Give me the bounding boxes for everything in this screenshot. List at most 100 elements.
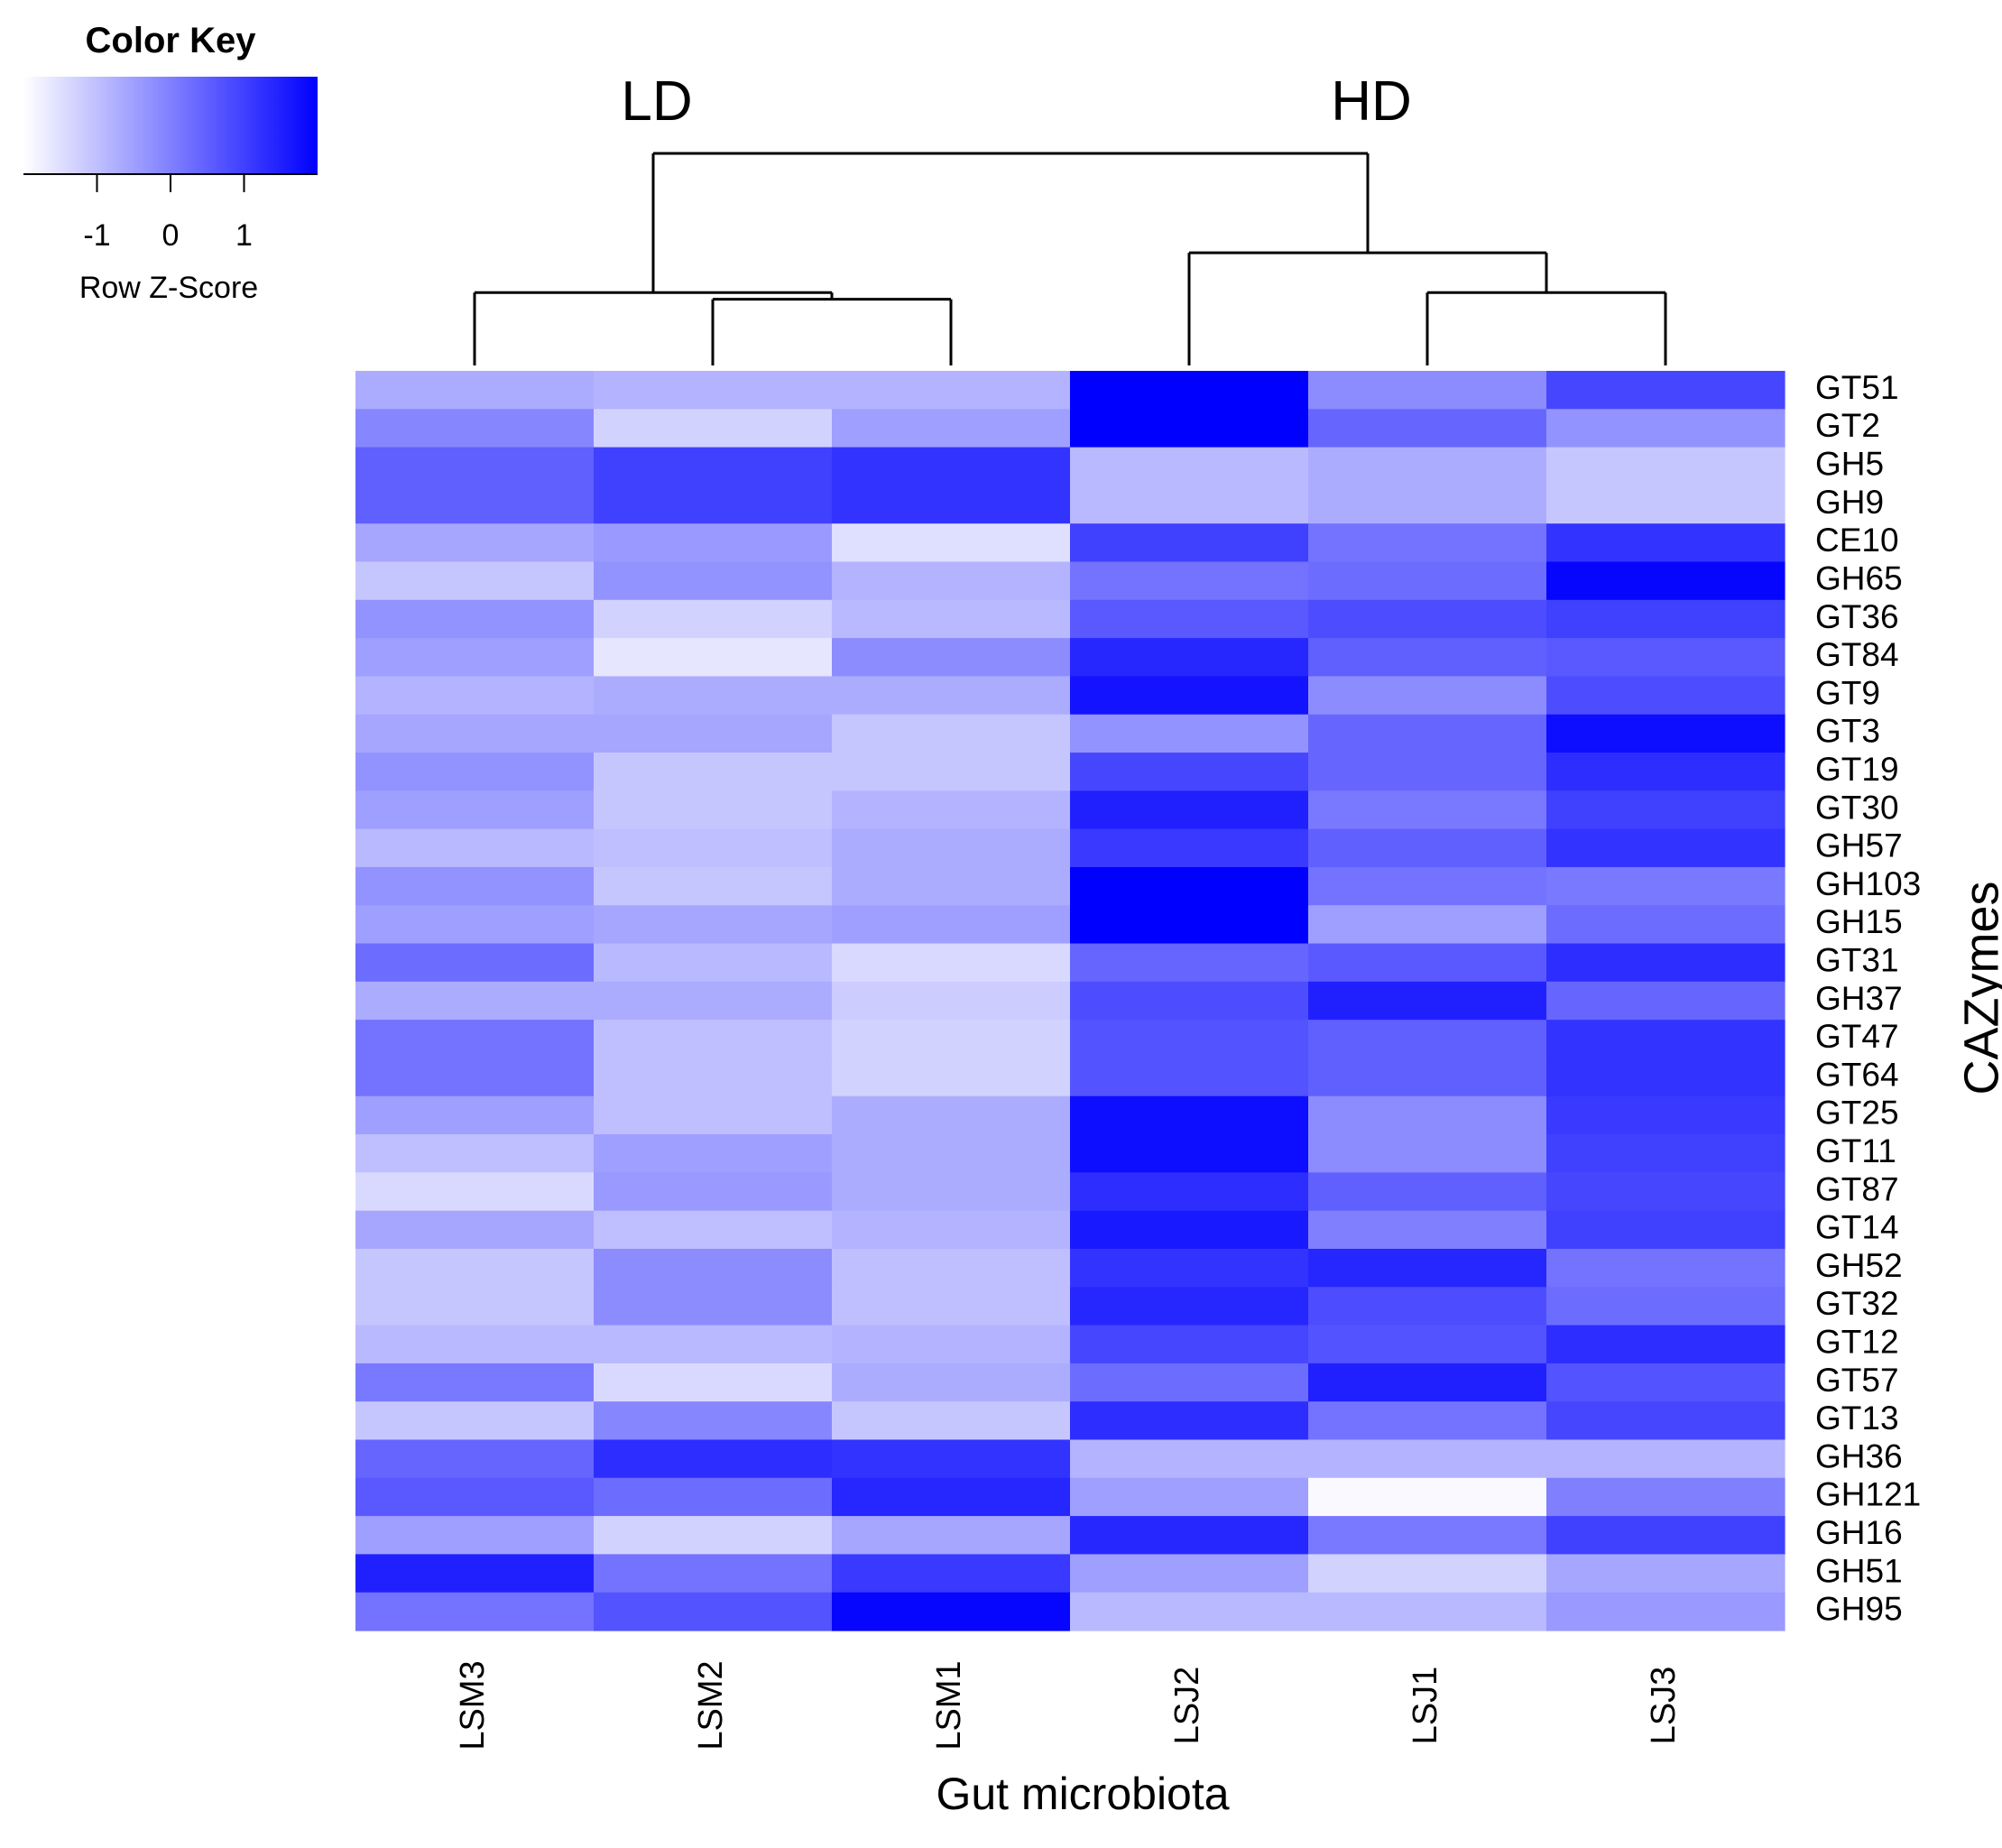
heatmap-cell (355, 1248, 595, 1288)
heatmap-cell (594, 1210, 833, 1250)
heatmap-cell (832, 1134, 1071, 1173)
heatmap-cell (1070, 828, 1309, 868)
row-label: GT14 (1815, 1209, 1899, 1246)
heatmap-cell (1546, 1058, 1785, 1097)
row-label: GH16 (1815, 1514, 1903, 1551)
heatmap-cell (1308, 1516, 1547, 1555)
heatmap-cell (355, 790, 595, 830)
color-key-tick-label: 1 (235, 218, 253, 253)
heatmap-cell (1070, 1516, 1309, 1555)
heatmap-cell (832, 753, 1071, 791)
heatmap-cell (1546, 1439, 1785, 1479)
heatmap-cell (355, 523, 595, 563)
heatmap-cell (594, 523, 833, 563)
heatmap-cell (1070, 485, 1309, 524)
heatmap-cell (1546, 1210, 1785, 1250)
heatmap-cell (594, 866, 833, 906)
heatmap-cell (1070, 371, 1309, 410)
heatmap-cell (355, 866, 595, 906)
heatmap-cell (1070, 981, 1309, 1021)
heatmap-cell (1546, 1172, 1785, 1212)
heatmap-cell (1308, 790, 1547, 830)
heatmap-cell (832, 1401, 1071, 1441)
heatmap-cell (1308, 371, 1547, 410)
heatmap-cell (1070, 1095, 1309, 1135)
heatmap-cell (594, 1477, 833, 1517)
row-label: GH51 (1815, 1552, 1903, 1589)
heatmap-cell (355, 409, 595, 448)
heatmap-cell (355, 1134, 595, 1173)
heatmap-cell (1546, 409, 1785, 448)
heatmap-cell (355, 714, 595, 753)
row-label: GT12 (1815, 1324, 1899, 1361)
heatmap-cell (594, 905, 833, 945)
heatmap-cell (1070, 943, 1309, 983)
heatmap-cell (594, 1287, 833, 1326)
heatmap-cell (1308, 599, 1547, 639)
heatmap-cell (832, 485, 1071, 524)
heatmap-cell (1308, 1134, 1547, 1173)
heatmap-cell (832, 1516, 1071, 1555)
heatmap-cell (594, 1401, 833, 1441)
cluster-label-hd: HD (1331, 70, 1412, 133)
heatmap-cell (832, 1210, 1071, 1250)
heatmap-cell (1308, 828, 1547, 868)
heatmap-cell (594, 638, 833, 678)
heatmap-cell (832, 943, 1071, 983)
heatmap-cell (355, 1325, 595, 1364)
heatmap-cell (832, 1325, 1071, 1364)
heatmap-cell (1308, 1095, 1547, 1135)
heatmap-cell (1070, 753, 1309, 791)
heatmap-cell (1546, 714, 1785, 753)
heatmap-cell (1546, 905, 1785, 945)
heatmap-cell (832, 409, 1071, 448)
heatmap-cell (1546, 981, 1785, 1021)
heatmap-cell (1070, 523, 1309, 563)
heatmap-cell (355, 371, 595, 410)
row-label: GH37 (1815, 980, 1903, 1017)
heatmap-cell (832, 1554, 1071, 1594)
heatmap-cell (1546, 676, 1785, 716)
row-label: GT51 (1815, 369, 1899, 406)
heatmap-cell (594, 1439, 833, 1479)
heatmap-cell (594, 1554, 833, 1594)
heatmap-cell (355, 1058, 595, 1097)
heatmap-cell (594, 1325, 833, 1364)
row-label: GT11 (1815, 1132, 1896, 1169)
heatmap-cell (1070, 1287, 1309, 1326)
row-label: GT2 (1815, 407, 1880, 444)
row-label: GH65 (1815, 559, 1903, 596)
row-label: GT31 (1815, 941, 1899, 978)
heatmap-cell (1308, 1287, 1547, 1326)
heatmap-cell (355, 1210, 595, 1250)
heatmap-cell (1546, 790, 1785, 830)
heatmap-cell (1546, 1363, 1785, 1402)
heatmap-cell (1308, 714, 1547, 753)
row-label: GH103 (1815, 865, 1921, 902)
heatmap-cell (594, 1592, 833, 1631)
heatmap-cell (1546, 1134, 1785, 1173)
heatmap-cell (832, 790, 1071, 830)
heatmap-cell (832, 1172, 1071, 1212)
x-axis-title: Gut microbiota (936, 1769, 1229, 1819)
heatmap-cell (1070, 599, 1309, 639)
heatmap-cell (355, 1095, 595, 1135)
heatmap-cell (594, 371, 833, 410)
heatmap-cell (355, 828, 595, 868)
heatmap-cell (1308, 753, 1547, 791)
heatmap-cell (355, 1516, 595, 1555)
heatmap-cell (1070, 447, 1309, 486)
color-key-tick-label: 0 (162, 218, 180, 253)
row-label: GT9 (1815, 674, 1880, 711)
heatmap-cell (355, 1439, 595, 1479)
heatmap-cell (832, 676, 1071, 716)
heatmap-cell (355, 943, 595, 983)
heatmap-cell (1546, 523, 1785, 563)
color-key-label: Row Z-Score (79, 271, 258, 305)
heatmap-cell (594, 981, 833, 1021)
heatmap-cell (1546, 599, 1785, 639)
heatmap-cell (832, 1477, 1071, 1517)
heatmap-cell (594, 714, 833, 753)
heatmap-cell (355, 599, 595, 639)
heatmap-cell (1546, 1287, 1785, 1326)
